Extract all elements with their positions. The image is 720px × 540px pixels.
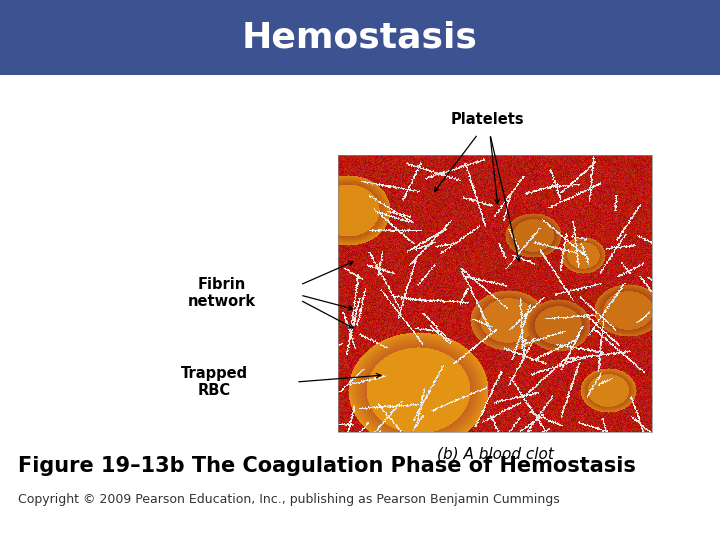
Text: Fibrin
network: Fibrin network — [188, 277, 256, 309]
Text: Figure 19–13b The Coagulation Phase of Hemostasis: Figure 19–13b The Coagulation Phase of H… — [18, 456, 636, 476]
Bar — [338, 155, 652, 432]
Text: (b) A blood clot: (b) A blood clot — [436, 447, 554, 462]
Text: Trapped
RBC: Trapped RBC — [181, 366, 248, 398]
Text: Copyright © 2009 Pearson Education, Inc., publishing as Pearson Benjamin Cumming: Copyright © 2009 Pearson Education, Inc.… — [18, 494, 559, 507]
Bar — [0, 0, 720, 75]
Text: Platelets: Platelets — [450, 112, 524, 127]
Text: Hemostasis: Hemostasis — [242, 21, 478, 54]
